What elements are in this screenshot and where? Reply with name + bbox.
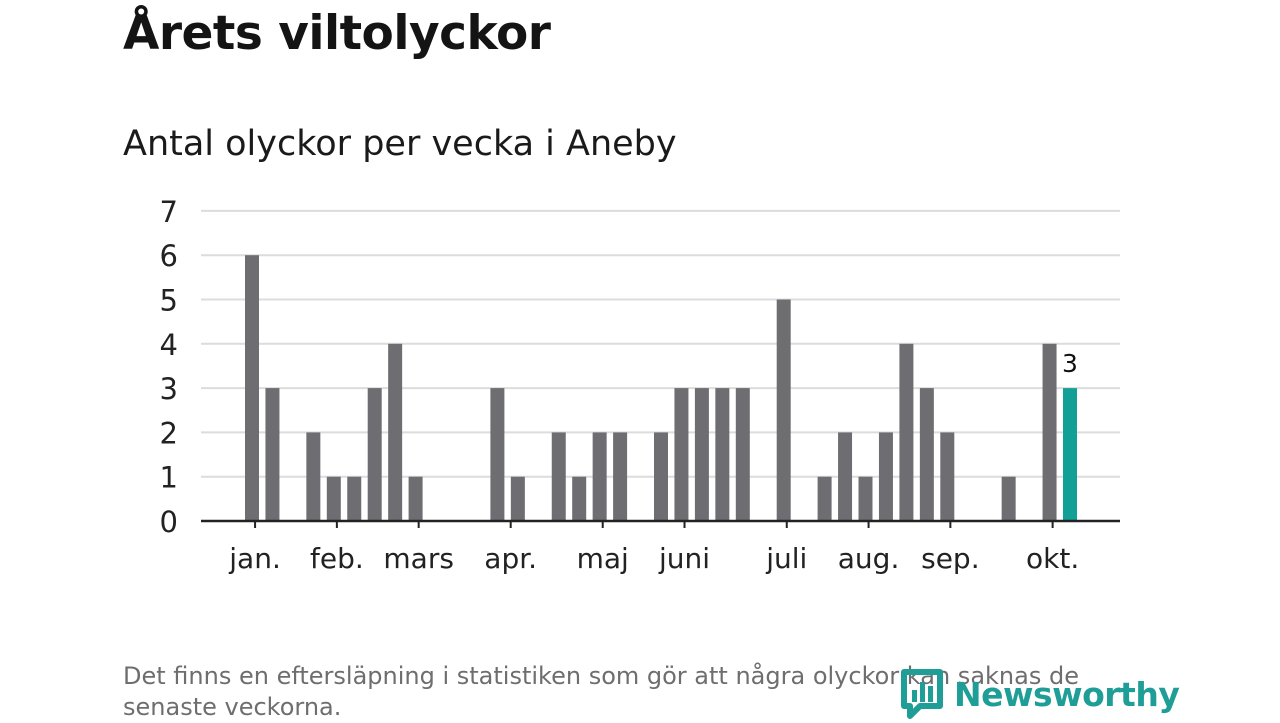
bar [592,432,607,521]
bar [817,476,832,521]
footnote: Det finns en eftersläpning i statistiken… [123,662,1079,721]
bar-highlight [1063,388,1077,521]
bar [551,432,566,521]
x-tick-label: apr. [484,542,537,575]
y-tick-label: 7 [160,195,178,229]
bars [245,255,1077,521]
y-axis-labels: 0 1 2 3 4 5 6 7 [160,195,178,539]
bar [838,432,853,521]
annotations: 3 [1062,349,1078,378]
y-tick-label: 0 [160,505,178,539]
bar [245,255,259,521]
bar [408,476,423,521]
bar [306,432,321,521]
bar [510,476,525,521]
chart-subtitle: Antal olyckor per vecka i Aneby [123,124,677,164]
bar [367,388,382,521]
x-tick-label: jan. [228,542,281,575]
y-tick-label: 4 [160,328,178,362]
highlight-data-label: 3 [1062,349,1078,378]
x-tick-label: juni [658,542,710,575]
bar [613,432,628,521]
bar [919,388,934,521]
bar [735,388,750,521]
x-tick-label: juli [765,542,807,575]
bar [776,299,791,521]
y-tick-label: 5 [160,284,178,318]
chart-title: Årets viltolyckor [123,6,551,61]
x-tick-label: mars [383,542,454,575]
bar [899,343,914,521]
bar [388,343,403,521]
bar [490,388,505,521]
bar [1001,476,1016,521]
x-tick-label: feb. [310,542,364,575]
bar [878,432,893,521]
bar [940,432,955,521]
bar [1042,343,1057,521]
brand-name: Newsworthy [954,674,1180,714]
x-tick-label: okt. [1026,542,1079,575]
bar [858,476,873,521]
y-tick-label: 1 [160,461,178,495]
bar [326,476,341,521]
bar [654,432,668,521]
bar [572,476,587,521]
bar [694,388,709,521]
bar [674,388,689,521]
y-tick-label: 2 [160,416,178,450]
y-tick-label: 3 [160,372,178,406]
y-tick-label: 6 [160,239,178,273]
newsworthy-logo: Newsworthy [900,668,1180,720]
x-axis-labels: jan. feb. mars apr. maj juni juli aug. sep. okt. [228,521,1079,575]
bar [347,476,362,521]
x-tick-label: aug. [838,542,900,575]
bar [265,388,280,521]
x-tick-label: sep. [921,542,980,575]
bar-chart-speech-bubble-icon [901,669,943,719]
x-tick-label: maj [577,542,629,575]
bar [715,388,730,521]
